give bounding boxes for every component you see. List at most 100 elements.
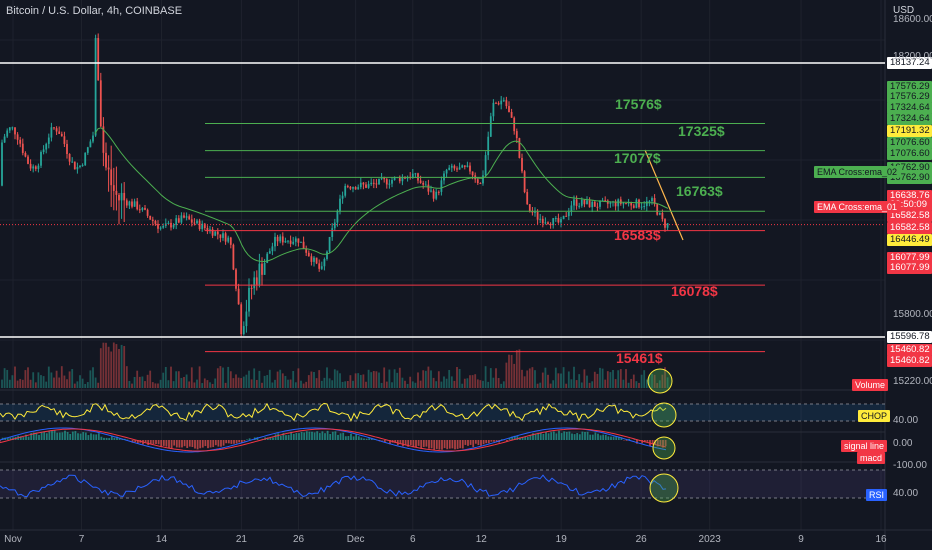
candle-body — [11, 127, 14, 129]
volume-bar — [268, 369, 271, 388]
macd-histogram-bar — [183, 440, 186, 447]
ema-01-label[interactable]: EMA Cross:ema_01 — [814, 201, 901, 213]
signal-line-label[interactable]: signal line — [841, 440, 888, 452]
macd-histogram-bar — [620, 437, 623, 440]
volume-bar — [383, 367, 386, 388]
level-label-15461: 15461$ — [616, 350, 663, 366]
volume-bar — [170, 366, 172, 388]
volume-bar — [58, 377, 61, 388]
candle-body — [27, 156, 29, 164]
price-tag: 17324.64 — [887, 102, 932, 114]
candle-body — [651, 198, 653, 202]
macd-histogram-bar — [144, 440, 147, 443]
x-axis-tick: 12 — [475, 534, 487, 545]
candle-body — [544, 222, 547, 224]
volume-bar — [354, 373, 357, 388]
volume-bar — [539, 382, 542, 388]
macd-histogram-bar — [95, 434, 98, 440]
candle-body — [76, 166, 79, 170]
macd-histogram-bar — [105, 437, 108, 440]
macd-histogram-bar — [279, 435, 282, 440]
macd-histogram-bar — [370, 438, 373, 440]
rsi-label[interactable]: RSI — [866, 489, 888, 501]
candle-body — [346, 185, 349, 187]
volume-bar — [167, 380, 170, 388]
currency-label: USD — [893, 5, 915, 16]
volume-bar — [133, 376, 136, 388]
macd-histogram-bar — [58, 432, 61, 440]
candle-body — [224, 233, 227, 242]
macd-histogram-bar — [287, 434, 290, 440]
volume-bar — [666, 377, 669, 388]
x-axis-tick: 2023 — [698, 534, 721, 545]
candle-body — [656, 204, 659, 215]
volume-bar — [284, 375, 287, 388]
candle-body — [55, 128, 58, 132]
macd-histogram-bar — [586, 431, 589, 440]
macd-histogram-bar — [108, 438, 111, 440]
candle-body — [661, 212, 664, 220]
ema-02-label[interactable]: EMA Cross:ema_02 — [814, 166, 901, 178]
volume-bar — [274, 379, 276, 388]
macd-histogram-bar — [599, 435, 602, 440]
volume-bar — [294, 382, 297, 388]
highlight-circle — [647, 368, 673, 394]
candle-body — [154, 220, 157, 224]
macd-histogram-bar — [220, 440, 222, 447]
volume-bar — [203, 378, 206, 388]
macd-histogram-bar — [342, 432, 345, 440]
candle-body — [648, 201, 651, 203]
volume-bar — [336, 370, 339, 388]
candle-body — [398, 177, 401, 182]
candle-body — [242, 326, 245, 335]
rsi-value: 40.00 — [893, 488, 919, 499]
candle-body — [495, 102, 497, 104]
volume-bar — [146, 374, 149, 388]
macd-label[interactable]: macd — [857, 452, 886, 464]
volume-bar — [185, 374, 188, 388]
volume-bar — [271, 382, 274, 388]
candle-body — [565, 215, 568, 217]
level-label-16763: 16763$ — [676, 183, 723, 199]
macd-histogram-bar — [0, 440, 1, 442]
candle-body — [305, 248, 308, 253]
macd-histogram-bar — [71, 431, 74, 440]
macd-histogram-bar — [233, 440, 235, 444]
macd-histogram-bar — [162, 440, 165, 446]
macd-histogram-bar — [477, 440, 480, 446]
macd-histogram-bar — [199, 440, 202, 449]
volume-bar — [437, 371, 440, 388]
macd-histogram-bar — [542, 433, 545, 440]
macd-histogram-bar — [51, 430, 53, 440]
volume-label[interactable]: Volume — [852, 379, 889, 391]
volume-bars — [1, 342, 669, 388]
volume-bar — [531, 367, 534, 388]
horizontal-levels — [0, 62, 885, 353]
macd-histogram-bar — [656, 440, 659, 447]
chop-label[interactable]: CHOP — [858, 410, 891, 422]
macd-histogram-bar — [604, 434, 607, 440]
macd-histogram-bar — [664, 440, 667, 447]
volume-bar — [406, 383, 409, 388]
volume-bar — [640, 374, 643, 388]
candle-body — [630, 202, 633, 206]
volume-bar — [627, 382, 630, 388]
volume-bar — [492, 377, 495, 388]
volume-bar — [287, 379, 289, 388]
candle-body — [534, 211, 536, 213]
volume-bar — [24, 370, 27, 388]
macd-histogram-bar — [225, 440, 228, 444]
volume-bar — [42, 376, 45, 388]
macd-histogram-bar — [305, 431, 308, 440]
candle-body — [6, 130, 9, 137]
volume-bar — [34, 382, 37, 388]
candle-body — [526, 192, 529, 205]
volume-bar — [245, 374, 248, 388]
volume-bar — [128, 380, 131, 388]
macd-histogram-bar — [511, 436, 514, 440]
macd-histogram-bar — [272, 437, 274, 440]
price-tick: 18200.00 — [893, 51, 932, 62]
macd-histogram-bar — [25, 434, 27, 440]
candle-body — [583, 199, 586, 205]
